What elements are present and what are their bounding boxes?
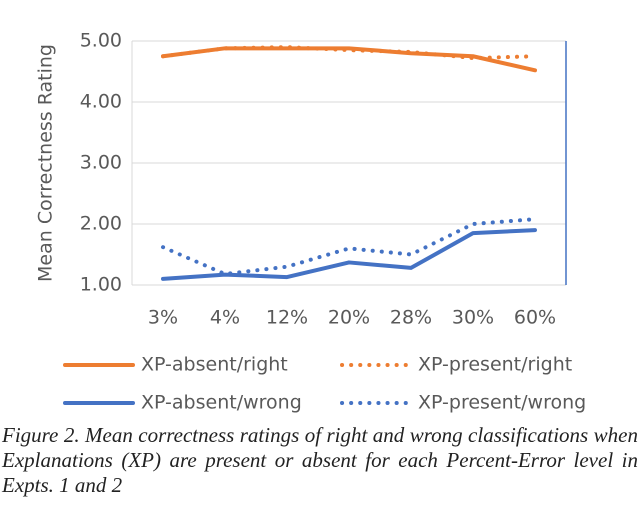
x-tick-label: 60%	[514, 307, 556, 329]
x-tick-label: 20%	[328, 307, 370, 329]
y-tick-label: 3.00	[80, 152, 122, 174]
y-tick-label: 4.00	[80, 91, 122, 113]
legend-label: XP-absent/right	[141, 354, 288, 376]
y-axis-title: Mean Correctness Rating	[35, 44, 57, 282]
series-line	[161, 228, 537, 281]
y-tick-label: 1.00	[80, 274, 122, 296]
x-tick-label: 3%	[148, 307, 178, 329]
x-tick-label: 28%	[390, 307, 432, 329]
chart: Mean Correctness Rating 1.00 2.00 3.00 4.00…	[35, 30, 587, 414]
caption: Figure 2. Mean correctness ratings of ri…	[2, 423, 638, 497]
series-line	[161, 45, 537, 61]
legend-label: XP-present/wrong	[418, 392, 586, 414]
y-tick-label: 5.00	[80, 30, 122, 52]
x-tick-label: 30%	[452, 307, 494, 329]
x-tick-label: 4%	[210, 307, 240, 329]
y-tick-label: 2.00	[80, 213, 122, 235]
legend-label: XP-present/right	[418, 354, 572, 376]
series-line	[161, 217, 537, 277]
legend-label: XP-absent/wrong	[141, 392, 302, 414]
x-tick-label: 12%	[266, 307, 308, 329]
